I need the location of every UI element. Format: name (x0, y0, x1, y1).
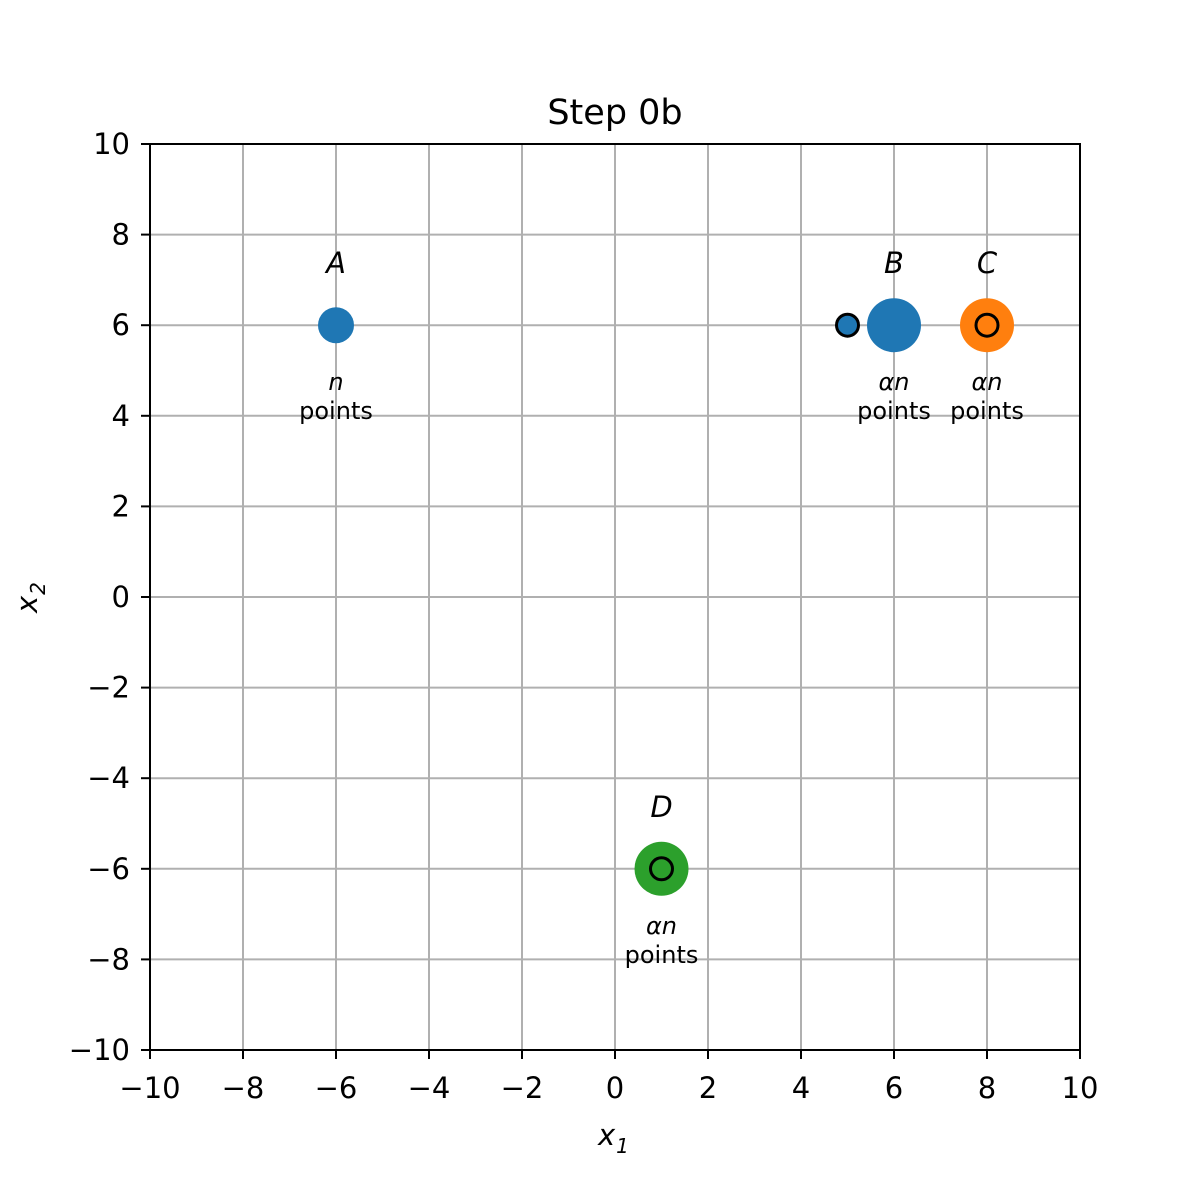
x-tick-label: 10 (1062, 1071, 1099, 1105)
y-tick-label: 0 (112, 580, 130, 614)
y-tick-label: 10 (93, 127, 130, 161)
y-tick-label: −10 (69, 1033, 130, 1067)
cluster-name-label: D (650, 790, 672, 824)
cluster-point-B (867, 298, 921, 353)
y-tick-label: 2 (112, 489, 130, 523)
cluster-count-word: points (299, 397, 373, 425)
x-tick-label: 0 (606, 1071, 624, 1105)
cluster-count-word: points (857, 397, 931, 425)
y-tick-label: −4 (87, 761, 130, 795)
data-marks (318, 298, 1014, 896)
y-axis-label: x2 (10, 582, 50, 614)
x-axis-label: x1 (597, 1118, 629, 1158)
y-tick-label: 6 (112, 308, 130, 342)
axis-ticks: −10 −8 −6 −4 −2 0 2 4 6 8 10 −10 −8 −6 −4 −2 0 2 4 6 8 10 (69, 127, 1099, 1105)
y-tick-label: 4 (112, 399, 130, 433)
cluster-name-label: B (884, 246, 904, 280)
center-marker (649, 856, 674, 882)
cluster-count-word: points (625, 941, 699, 969)
cluster-name-label: A (324, 246, 346, 280)
cluster-count-symbol: αn (971, 368, 1002, 396)
cluster-count-symbol: αn (646, 912, 677, 940)
y-tick-label: 8 (112, 218, 130, 252)
x-tick-label: −2 (501, 1071, 544, 1105)
y-tick-label: −8 (87, 942, 130, 976)
cluster-name-label: C (977, 246, 998, 280)
cluster-count-symbol: αn (878, 368, 909, 396)
x-tick-label: −4 (408, 1071, 451, 1105)
chart-title: Step 0b (547, 93, 682, 133)
x-tick-label: 4 (792, 1071, 810, 1105)
cluster-count-word: points (950, 397, 1024, 425)
x-tick-label: 2 (699, 1071, 717, 1105)
center-marker (835, 312, 860, 338)
cluster-point-A (318, 307, 354, 344)
cluster-count-symbol: n (328, 368, 343, 396)
center-marker (974, 312, 1000, 338)
x-tick-label: 8 (978, 1071, 996, 1105)
x-tick-label: −10 (119, 1071, 180, 1105)
y-tick-label: −2 (87, 671, 130, 705)
x-tick-label: −8 (222, 1071, 265, 1105)
y-tick-label: −6 (87, 852, 130, 886)
x-tick-label: 6 (885, 1071, 903, 1105)
x-tick-label: −6 (315, 1071, 358, 1105)
